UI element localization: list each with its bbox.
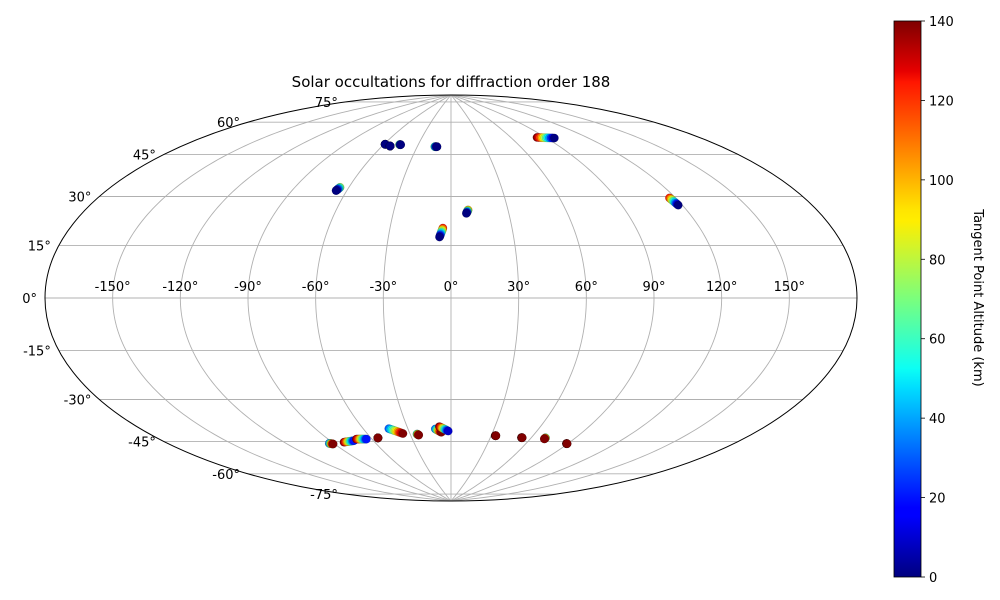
y-tick-label: 0° (22, 292, 37, 307)
occultation-point (331, 186, 341, 196)
occultation-point (539, 434, 549, 444)
colorbar-gradient (893, 20, 922, 578)
y-tick-label: -45° (128, 436, 156, 451)
x-tick-label: -150° (95, 280, 131, 295)
occultation-point (435, 232, 444, 242)
x-tick-label: 120° (706, 280, 737, 295)
colorbar-tick-label: 0 (929, 571, 937, 586)
map-grid (45, 95, 857, 501)
x-tick-label: 90° (642, 280, 665, 295)
x-tick-labels: -150° -120° -90° -60° -30° 0° 30° 60° 90° 120° 150… (95, 280, 805, 295)
y-tick-label: 45° (133, 148, 156, 163)
x-tick-label: -120° (162, 280, 198, 295)
occultation-point (396, 140, 406, 150)
chart-title: Solar occultations for diffraction order… (292, 73, 611, 91)
y-tick-label: -60° (212, 468, 240, 483)
y-tick-label: -75° (310, 488, 338, 503)
x-tick-label: 60° (575, 280, 598, 295)
colorbar-tick-label: 100 (929, 174, 954, 189)
colorbar-tick-label: 60 (929, 333, 946, 348)
occultation-point (373, 433, 383, 443)
colorbar-label: Tangent Point Altitude (km) (970, 208, 985, 386)
occultation-point (517, 433, 527, 443)
x-tick-label: 150° (774, 280, 805, 295)
occultation-point (461, 208, 471, 218)
occultation-point (562, 439, 572, 449)
x-tick-label: -30° (369, 280, 397, 295)
x-tick-label: 0° (444, 280, 459, 295)
occultation-point (549, 133, 559, 143)
y-tick-label: 60° (217, 116, 240, 131)
occultation-point (385, 141, 395, 151)
scatter-points (324, 133, 683, 449)
occultation-point (361, 434, 371, 444)
y-tick-label: 75° (315, 96, 338, 111)
occultation-point (328, 439, 338, 449)
x-tick-label: 30° (507, 280, 530, 295)
colorbar-tick-label: 120 (929, 94, 954, 109)
colorbar-ticks: 0 20 40 60 80 100 120 140 (921, 15, 954, 586)
occultation-point (398, 429, 408, 438)
y-tick-label: 30° (68, 191, 91, 206)
occultation-point (673, 200, 683, 210)
colorbar-tick-label: 20 (929, 492, 946, 507)
y-tick-label: -30° (64, 394, 92, 409)
colorbar-tick-label: 80 (929, 253, 946, 268)
map-boundary (44, 94, 858, 502)
colorbar: 0 20 40 60 80 100 120 140 Tangent Point Altitud… (893, 15, 985, 586)
occultation-point (432, 142, 442, 152)
colorbar-tick-label: 40 (929, 412, 946, 427)
y-tick-label: 15° (28, 239, 51, 254)
occultation-point (491, 431, 501, 441)
y-tick-labels: -75° -60° -45° -30° -15° 0° 15° 30° 45° 60° 75° (22, 96, 338, 503)
occultation-point (443, 426, 453, 436)
x-tick-label: -90° (234, 280, 262, 295)
occultation-point (414, 430, 424, 440)
colorbar-tick-label: 140 (929, 15, 954, 30)
x-tick-label: -60° (302, 280, 330, 295)
y-tick-label: -15° (23, 345, 51, 360)
